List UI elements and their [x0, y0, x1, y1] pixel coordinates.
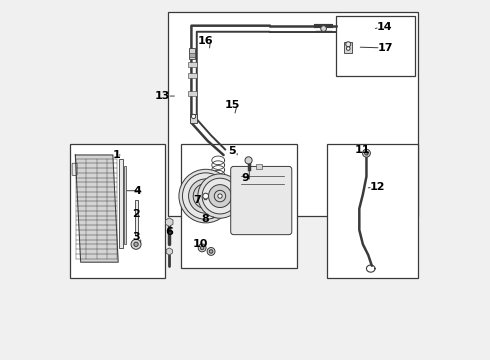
- Text: 13: 13: [155, 91, 171, 101]
- Bar: [189, 53, 196, 58]
- Circle shape: [209, 185, 231, 207]
- Circle shape: [346, 42, 351, 47]
- Text: 4: 4: [134, 186, 142, 196]
- Circle shape: [218, 194, 222, 198]
- Circle shape: [245, 157, 252, 164]
- Circle shape: [363, 149, 370, 157]
- Circle shape: [131, 239, 141, 249]
- Text: 7: 7: [193, 195, 200, 204]
- Circle shape: [346, 47, 350, 50]
- Circle shape: [209, 249, 213, 253]
- Text: 15: 15: [225, 100, 240, 110]
- Bar: [181, 144, 297, 267]
- Text: 2: 2: [132, 209, 140, 219]
- Text: 12: 12: [369, 182, 385, 192]
- Text: 16: 16: [198, 36, 214, 46]
- Bar: [135, 200, 138, 235]
- Bar: [70, 144, 165, 278]
- Text: 9: 9: [241, 173, 249, 183]
- Text: 14: 14: [376, 22, 392, 32]
- Bar: [168, 12, 418, 216]
- Circle shape: [198, 174, 242, 218]
- Text: 17: 17: [378, 43, 393, 53]
- Text: 10: 10: [193, 239, 208, 249]
- FancyBboxPatch shape: [231, 166, 292, 235]
- Bar: [336, 16, 415, 76]
- Circle shape: [182, 173, 229, 219]
- Bar: [256, 164, 262, 169]
- Text: 8: 8: [202, 214, 210, 224]
- Circle shape: [193, 184, 218, 208]
- Circle shape: [202, 178, 238, 214]
- FancyBboxPatch shape: [72, 163, 77, 175]
- Text: 11: 11: [355, 145, 370, 155]
- Circle shape: [179, 169, 232, 223]
- Circle shape: [200, 246, 204, 249]
- Circle shape: [189, 179, 223, 213]
- Circle shape: [365, 152, 368, 155]
- Bar: [189, 48, 196, 59]
- Bar: [327, 144, 418, 278]
- Bar: [188, 73, 197, 78]
- Circle shape: [134, 242, 138, 247]
- Text: 6: 6: [165, 227, 173, 237]
- Circle shape: [214, 190, 226, 202]
- Bar: [190, 114, 197, 123]
- Circle shape: [321, 26, 326, 31]
- Text: 3: 3: [132, 232, 140, 242]
- Text: 1: 1: [113, 150, 120, 160]
- Circle shape: [207, 248, 215, 255]
- Circle shape: [192, 114, 196, 118]
- Circle shape: [203, 193, 209, 199]
- Bar: [188, 62, 197, 67]
- Circle shape: [199, 190, 212, 203]
- Bar: [188, 91, 197, 96]
- Bar: [119, 158, 123, 248]
- Text: 5: 5: [229, 146, 236, 156]
- Circle shape: [198, 244, 206, 252]
- Bar: [344, 42, 352, 53]
- Bar: [123, 166, 126, 244]
- Polygon shape: [75, 155, 118, 262]
